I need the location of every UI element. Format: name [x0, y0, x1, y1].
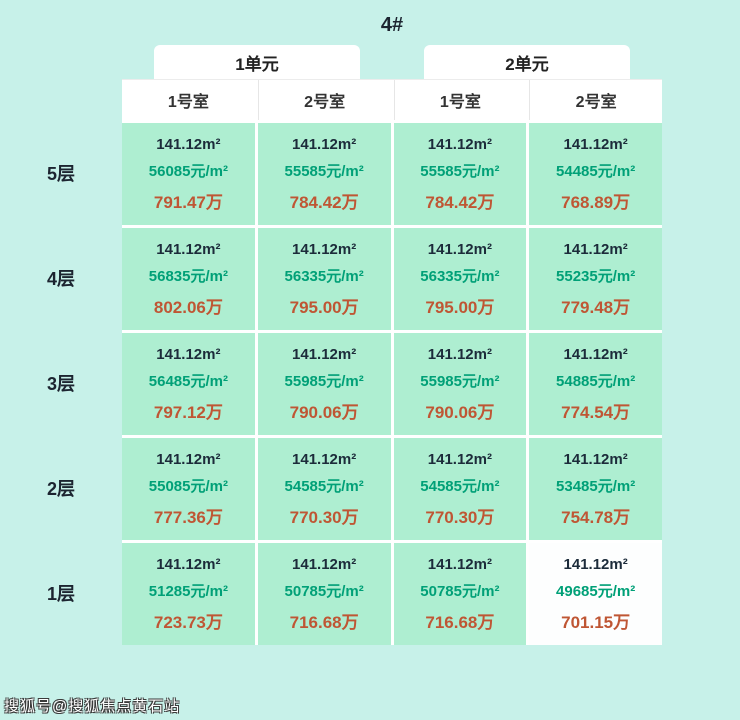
total-price-text: 774.54万 — [561, 402, 631, 422]
total-price-text: 779.48万 — [561, 297, 631, 317]
area-text: 141.12m² — [156, 345, 221, 363]
price-cell: 141.12m² 56335元/m² 795.00万 — [393, 228, 527, 330]
price-table: 5层 4层 3层 2层 1层 1单元 2单元 1号室 2号室 1号室 2号室 1… — [0, 45, 740, 647]
total-price-text: 790.06万 — [289, 402, 359, 422]
total-price-text: 795.00万 — [425, 297, 495, 317]
room-header-cell: 2号室 — [257, 80, 391, 120]
price-cell: 141.12m² 55235元/m² 779.48万 — [529, 228, 662, 330]
total-price-text: 770.30万 — [425, 507, 495, 527]
price-cell: 141.12m² 50785元/m² 716.68万 — [393, 543, 527, 645]
price-cell: 141.12m² 51285元/m² 723.73万 — [122, 543, 255, 645]
total-price-text: 770.30万 — [289, 507, 359, 527]
area-text: 141.12m² — [563, 135, 628, 153]
area-text: 141.12m² — [427, 135, 492, 153]
price-cell: 141.12m² 54885元/m² 774.54万 — [529, 333, 662, 435]
unit-tab: 2单元 — [424, 45, 630, 79]
area-text: 141.12m² — [563, 555, 628, 573]
unit-price-text: 55585元/m² — [420, 162, 500, 180]
unit-price-text: 55585元/m² — [284, 162, 364, 180]
price-cell: 141.12m² 54585元/m² 770.30万 — [257, 438, 391, 540]
room-header-cell: 1号室 — [393, 80, 527, 120]
price-cell: 141.12m² 56835元/m² 802.06万 — [122, 228, 255, 330]
total-price-text: 784.42万 — [289, 192, 359, 212]
price-cell: 141.12m² 53485元/m² 754.78万 — [529, 438, 662, 540]
unit-tab-slot: 1单元 — [122, 45, 392, 79]
area-text: 141.12m² — [427, 240, 492, 258]
floor-label: 3层 — [46, 374, 75, 394]
price-cell: 141.12m² 55985元/m² 790.06万 — [393, 333, 527, 435]
unit-price-text: 56335元/m² — [420, 267, 500, 285]
floor-label: 4层 — [46, 269, 75, 289]
area-text: 141.12m² — [156, 555, 221, 573]
area-text: 141.12m² — [427, 555, 492, 573]
floor-label-column: 5层 4层 3层 2层 1层 — [0, 45, 122, 647]
unit-price-text: 56835元/m² — [148, 267, 228, 285]
price-cell: 141.12m² 54585元/m² 770.30万 — [393, 438, 527, 540]
unit-price-text: 55085元/m² — [148, 477, 228, 495]
unit-price-text: 54585元/m² — [284, 477, 364, 495]
price-cell: 141.12m² 55985元/m² 790.06万 — [257, 333, 391, 435]
unit-price-text: 55985元/m² — [284, 372, 364, 390]
total-price-text: 795.00万 — [289, 297, 359, 317]
unit-price-text: 53485元/m² — [556, 477, 636, 495]
area-text: 141.12m² — [563, 240, 628, 258]
price-cell: 141.12m² 55585元/m² 784.42万 — [393, 123, 527, 225]
price-cell: 141.12m² 55585元/m² 784.42万 — [257, 123, 391, 225]
area-text: 141.12m² — [292, 240, 357, 258]
room-header-cell: 2号室 — [529, 80, 662, 120]
price-cell: 141.12m² 56335元/m² 795.00万 — [257, 228, 391, 330]
price-cell: 141.12m² 54485元/m² 768.89万 — [529, 123, 662, 225]
total-price-text: 784.42万 — [425, 192, 495, 212]
area-text: 141.12m² — [156, 240, 221, 258]
unit-price-text: 49685元/m² — [556, 582, 636, 600]
unit-price-text: 51285元/m² — [148, 582, 228, 600]
room-header-cell: 1号室 — [122, 80, 255, 120]
area-text: 141.12m² — [156, 450, 221, 468]
total-price-text: 716.68万 — [289, 612, 359, 632]
unit-tab: 1单元 — [154, 45, 360, 79]
area-text: 141.12m² — [292, 345, 357, 363]
price-cell: 141.12m² 50785元/m² 716.68万 — [257, 543, 391, 645]
total-price-text: 777.36万 — [153, 507, 223, 527]
total-price-text: 791.47万 — [153, 192, 223, 212]
area-text: 141.12m² — [563, 345, 628, 363]
unit-price-text: 56085元/m² — [148, 162, 228, 180]
unit-price-text: 55235元/m² — [556, 267, 636, 285]
floor-label: 1层 — [46, 584, 75, 604]
floor-label: 5层 — [46, 164, 75, 184]
area-text: 141.12m² — [292, 450, 357, 468]
total-price-text: 723.73万 — [153, 612, 223, 632]
price-cell: 141.12m² 56485元/m² 797.12万 — [122, 333, 255, 435]
table-grid-area: 1单元 2单元 1号室 2号室 1号室 2号室 141.12m² 56085元/… — [122, 45, 662, 647]
total-price-text: 802.06万 — [153, 297, 223, 317]
price-cell: 141.12m² 55085元/m² 777.36万 — [122, 438, 255, 540]
area-text: 141.12m² — [427, 450, 492, 468]
area-text: 141.12m² — [427, 345, 492, 363]
total-price-text: 701.15万 — [561, 612, 631, 632]
unit-price-text: 54585元/m² — [420, 477, 500, 495]
total-price-text: 768.89万 — [561, 192, 631, 212]
unit-tabs-row: 1单元 2单元 — [122, 45, 662, 79]
unit-tab-slot: 2单元 — [392, 45, 662, 79]
total-price-text: 790.06万 — [425, 402, 495, 422]
price-cell: 141.12m² 49685元/m² 701.15万 — [529, 543, 662, 645]
area-text: 141.12m² — [292, 135, 357, 153]
floor-label: 2层 — [46, 479, 75, 499]
unit-price-text: 55985元/m² — [420, 372, 500, 390]
total-price-text: 797.12万 — [153, 402, 223, 422]
unit-price-text: 50785元/m² — [284, 582, 364, 600]
unit-price-text: 56485元/m² — [148, 372, 228, 390]
unit-price-text: 54485元/m² — [556, 162, 636, 180]
table-grid: 1号室 2号室 1号室 2号室 141.12m² 56085元/m² 791.4… — [122, 79, 662, 645]
price-cell: 141.12m² 56085元/m² 791.47万 — [122, 123, 255, 225]
area-text: 141.12m² — [156, 135, 221, 153]
page-title: 4# — [380, 14, 404, 36]
total-price-text: 716.68万 — [425, 612, 495, 632]
unit-price-text: 50785元/m² — [420, 582, 500, 600]
total-price-text: 754.78万 — [561, 507, 631, 527]
unit-price-text: 54885元/m² — [556, 372, 636, 390]
area-text: 141.12m² — [563, 450, 628, 468]
unit-price-text: 56335元/m² — [284, 267, 364, 285]
area-text: 141.12m² — [292, 555, 357, 573]
